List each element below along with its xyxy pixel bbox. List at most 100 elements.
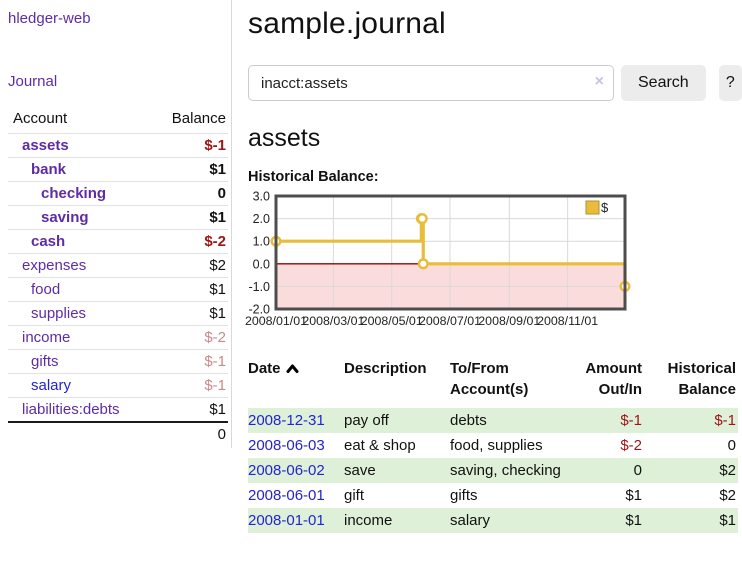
transaction-date[interactable]: 2008-01-01 (248, 508, 344, 533)
transaction-row[interactable]: 2008-12-31 pay off debts $-1 $-1 (248, 408, 738, 433)
register-header-accounts: To/From Account(s) (450, 360, 529, 398)
sidebar: hledger-web Journal Account Balance asse… (0, 0, 232, 448)
accounts-header-balance: Balance (171, 110, 226, 127)
account-row: salary $-1 (8, 373, 228, 398)
transaction-balance: $-1 (714, 412, 736, 429)
transaction-accounts: salary (450, 512, 491, 529)
account-row: bank $1 (8, 157, 228, 182)
account-link[interactable]: expenses (22, 257, 87, 274)
transaction-date-link[interactable]: 2008-01-01 (248, 512, 325, 529)
y-axis-tick-label: -1.0 (248, 280, 270, 294)
account-balance: $-2 (150, 325, 228, 350)
transaction-date-link[interactable]: 2008-06-02 (248, 462, 325, 479)
account-balance: $1 (150, 277, 228, 302)
transaction-amount: $1 (625, 512, 642, 529)
transaction-row[interactable]: 2008-06-02 save saving, checking 0 $2 (248, 458, 738, 483)
app-title-link[interactable]: hledger-web (8, 10, 91, 27)
chart-title: Historical Balance: (248, 169, 379, 185)
transaction-date[interactable]: 2008-12-31 (248, 408, 344, 433)
account-balance: $-2 (150, 229, 228, 254)
transaction-balance: 0 (727, 437, 736, 454)
transaction-row[interactable]: 2008-06-01 gift gifts $1 $2 (248, 483, 738, 508)
chart-border (274, 194, 627, 311)
account-link[interactable]: liabilities:debts (22, 401, 120, 418)
transaction-amount: 0 (633, 462, 642, 479)
search-input[interactable] (248, 65, 614, 101)
transaction-accounts: saving, checking (450, 462, 561, 479)
y-axis-tick-label: 2.0 (253, 212, 270, 226)
transaction-balance: $2 (719, 462, 736, 479)
account-row: saving $1 (8, 205, 228, 230)
transaction-date[interactable]: 2008-06-01 (248, 483, 344, 508)
transaction-row[interactable]: 2008-06-03 eat & shop food, supplies $-2 0 (248, 433, 738, 458)
x-axis-tick-label: 2008/05/01 (361, 314, 423, 328)
account-balance: $-1 (150, 133, 228, 158)
account-link[interactable]: supplies (31, 305, 87, 322)
account-balance: $-1 (150, 373, 228, 398)
account-row: checking 0 (8, 181, 228, 206)
x-axis-tick-label: 2008/01/01 (245, 314, 307, 328)
transaction-date[interactable]: 2008-06-03 (248, 433, 344, 458)
transaction-row[interactable]: 2008-01-01 income salary $1 $1 (248, 508, 738, 533)
sort-ascending-icon (286, 364, 299, 373)
transaction-description: pay off (344, 412, 389, 429)
account-link[interactable]: food (31, 281, 61, 298)
account-balance: 0 (150, 181, 228, 206)
sidebar-item-journal[interactable]: Journal (8, 73, 58, 90)
account-row: gifts $-1 (8, 349, 228, 374)
account-link[interactable]: checking (41, 185, 107, 202)
account-link[interactable]: salary (31, 377, 72, 394)
account-row: cash $-2 (8, 229, 228, 254)
main-content: sample.journal × Search ? assets Histori… (245, 0, 742, 533)
account-row: food $1 (8, 277, 228, 302)
account-balance: $1 (150, 157, 228, 182)
account-link[interactable]: assets (22, 137, 69, 154)
transaction-date-link[interactable]: 2008-06-01 (248, 487, 325, 504)
transaction-accounts: food, supplies (450, 437, 543, 454)
balance-chart: $3.0 2.0 1.0 0.0 -1.0 -2.02008/01/012008/03/0… (245, 190, 631, 328)
transaction-accounts: gifts (450, 487, 478, 504)
accounts-total-row: 0 (8, 421, 228, 446)
page-title: sample.journal (248, 7, 446, 40)
transaction-description: gift (344, 487, 365, 504)
search-button[interactable]: Search (621, 65, 706, 101)
account-balance: $1 (150, 205, 228, 230)
account-link[interactable]: bank (31, 161, 67, 178)
account-balance: $-1 (150, 349, 228, 374)
account-link[interactable]: gifts (31, 353, 59, 370)
accounts-balance-table: Account Balance assets $-1 bank $1 checking 0… (8, 108, 228, 446)
register-header-balance: Historical Balance (667, 360, 736, 398)
transaction-amount: $1 (625, 487, 642, 504)
account-link[interactable]: income (22, 329, 71, 346)
account-row: income $-2 (8, 325, 228, 350)
transaction-date-link[interactable]: 2008-12-31 (248, 412, 325, 429)
transaction-accounts: debts (450, 412, 487, 429)
transaction-date-link[interactable]: 2008-06-03 (248, 437, 325, 454)
transaction-date[interactable]: 2008-06-02 (248, 458, 344, 483)
accounts-body: assets $-1 bank $1 checking 0 saving $1 cash $-2 e… (8, 133, 228, 422)
account-row: assets $-1 (8, 133, 228, 158)
accounts-header-row: Account Balance (8, 108, 228, 134)
x-axis-tick-label: 2008/09/01 (478, 314, 540, 328)
register-header-date[interactable]: Date (248, 358, 344, 408)
account-heading: assets (248, 124, 321, 152)
x-axis-tick-label: 2008/11/01 (537, 314, 598, 328)
help-button[interactable]: ? (718, 65, 742, 101)
account-link[interactable]: saving (41, 209, 89, 226)
transaction-amount: $-2 (620, 437, 642, 454)
accounts-total-spacer (8, 421, 151, 446)
x-axis-tick-label: 2008/03/01 (302, 314, 364, 328)
transaction-balance: $1 (719, 512, 736, 529)
accounts-total-value: 0 (150, 421, 228, 446)
account-link[interactable]: cash (31, 233, 66, 250)
y-axis-tick-label: -2.0 (248, 303, 270, 317)
legend-label: $ (601, 200, 609, 215)
clear-search-icon[interactable]: × (594, 73, 604, 90)
legend-swatch (585, 200, 600, 215)
search-bar: × Search ? (248, 65, 742, 101)
data-point-marker (417, 258, 429, 270)
account-balance: $2 (150, 253, 228, 278)
account-balance: $1 (150, 397, 228, 422)
account-row: supplies $1 (8, 301, 228, 326)
